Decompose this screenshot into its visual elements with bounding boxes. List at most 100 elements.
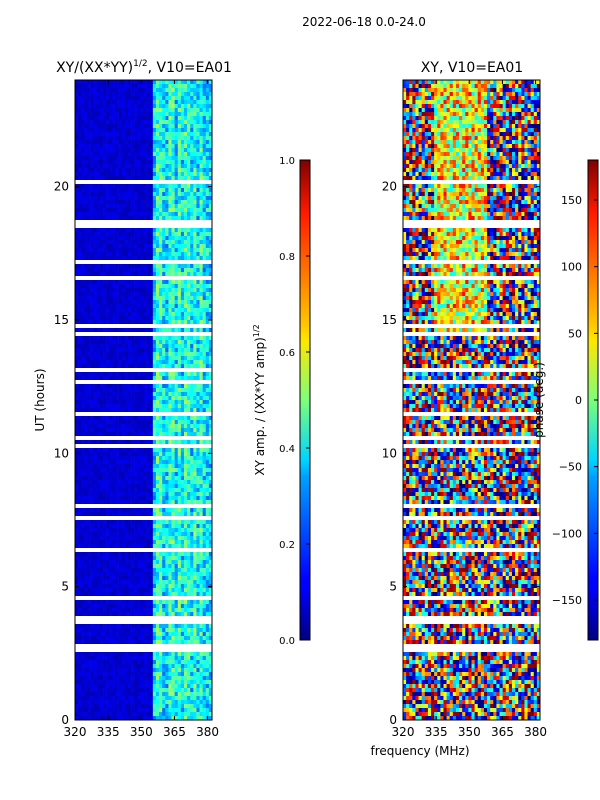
amplitude-cell xyxy=(168,216,172,221)
amplitude-cell xyxy=(165,96,169,101)
amplitude-cell xyxy=(208,372,212,377)
amplitude-cell xyxy=(96,132,101,137)
amplitude-cell xyxy=(180,212,185,217)
amplitude-cell xyxy=(168,208,172,213)
amplitude-cell xyxy=(162,472,166,477)
amplitude-cell xyxy=(106,368,110,373)
amplitude-cell xyxy=(106,444,110,449)
amplitude-cell xyxy=(202,424,207,429)
amplitude-cell xyxy=(137,468,141,473)
amplitude-cell xyxy=(146,244,151,249)
amplitude-cell xyxy=(118,236,123,241)
amplitude-cell xyxy=(75,532,79,537)
amplitude-cell xyxy=(165,428,169,433)
amplitude-cell xyxy=(152,448,157,453)
amplitude-cell xyxy=(93,296,98,301)
amplitude-cell xyxy=(183,272,188,277)
amplitude-cell xyxy=(171,236,175,241)
amplitude-cell xyxy=(143,364,147,369)
amplitude-cell xyxy=(99,440,104,445)
amplitude-cell xyxy=(124,124,129,129)
amplitude-cell xyxy=(106,164,110,169)
amplitude-cell xyxy=(121,304,126,309)
amplitude-heatmap xyxy=(75,80,212,720)
amplitude-cell xyxy=(140,124,144,129)
amplitude-cell xyxy=(103,488,107,493)
amplitude-cell xyxy=(152,380,157,385)
amplitude-cell xyxy=(171,380,175,385)
amplitude-cell xyxy=(143,376,147,381)
amplitude-cell xyxy=(177,380,182,385)
amplitude-cell xyxy=(103,504,107,509)
amplitude-cell xyxy=(127,476,132,481)
amplitude-cell xyxy=(87,432,91,437)
amplitude-cell xyxy=(103,168,107,173)
amplitude-cell xyxy=(93,268,98,273)
amplitude-cell xyxy=(112,268,116,273)
amplitude-cell xyxy=(208,332,212,337)
amplitude-cell xyxy=(140,504,144,509)
amplitude-cell xyxy=(124,220,129,225)
amplitude-cell xyxy=(165,452,169,457)
amplitude-cell xyxy=(155,232,160,237)
amplitude-cell xyxy=(205,92,210,97)
amplitude-cell xyxy=(208,348,212,353)
amplitude-cell xyxy=(162,408,166,413)
amplitude-cell xyxy=(121,236,126,241)
amplitude-cell xyxy=(131,524,135,529)
amplitude-cell xyxy=(171,340,175,345)
amplitude-cell xyxy=(165,200,169,205)
amplitude-cell xyxy=(137,128,141,133)
amplitude-cell xyxy=(78,236,82,241)
amplitude-cell xyxy=(193,436,197,441)
amplitude-cell xyxy=(127,324,132,329)
amplitude-cell xyxy=(171,528,175,533)
amplitude-cell xyxy=(84,280,88,285)
amplitude-cell xyxy=(87,400,91,405)
amplitude-cell xyxy=(159,376,163,381)
amplitude-cell xyxy=(205,264,210,269)
amplitude-cell xyxy=(199,364,203,369)
amplitude-cell xyxy=(93,508,98,513)
amplitude-cell xyxy=(196,496,200,501)
amplitude-cell xyxy=(143,260,147,265)
amplitude-cell xyxy=(205,220,210,225)
amplitude-cell xyxy=(177,208,182,213)
amplitude-cell xyxy=(106,248,110,253)
amplitude-cell xyxy=(171,276,175,281)
amplitude-cell xyxy=(205,456,210,461)
amplitude-cell xyxy=(90,432,94,437)
amplitude-cell xyxy=(162,160,166,165)
amplitude-cell xyxy=(183,216,188,221)
amplitude-cell xyxy=(146,488,151,493)
amplitude-cell xyxy=(146,144,151,149)
amplitude-cell xyxy=(106,220,110,225)
amplitude-cell xyxy=(205,372,210,377)
amplitude-cell xyxy=(146,276,151,281)
amplitude-cell xyxy=(81,100,85,105)
amplitude-cell xyxy=(96,236,101,241)
amplitude-cell xyxy=(84,516,88,521)
amplitude-cell xyxy=(193,508,197,513)
amplitude-cell xyxy=(149,276,154,281)
amplitude-cell xyxy=(162,84,166,89)
amplitude-cell xyxy=(165,360,169,365)
amplitude-cell xyxy=(109,200,113,205)
amplitude-cell xyxy=(131,528,135,533)
amplitude-cell xyxy=(112,272,116,277)
amplitude-cell xyxy=(93,320,98,325)
amplitude-cell xyxy=(96,216,101,221)
amplitude-cell xyxy=(208,212,212,217)
amplitude-cell xyxy=(199,500,203,505)
amplitude-cell xyxy=(78,328,82,333)
amplitude-cell xyxy=(155,432,160,437)
amplitude-cell xyxy=(87,312,91,317)
amplitude-cell xyxy=(146,232,151,237)
amplitude-cell xyxy=(131,108,135,113)
amplitude-cell xyxy=(118,480,123,485)
amplitude-cell xyxy=(162,352,166,357)
amplitude-cell xyxy=(106,400,110,405)
amplitude-cell xyxy=(84,180,88,185)
amplitude-cell xyxy=(208,216,212,221)
amplitude-cell xyxy=(168,516,172,521)
